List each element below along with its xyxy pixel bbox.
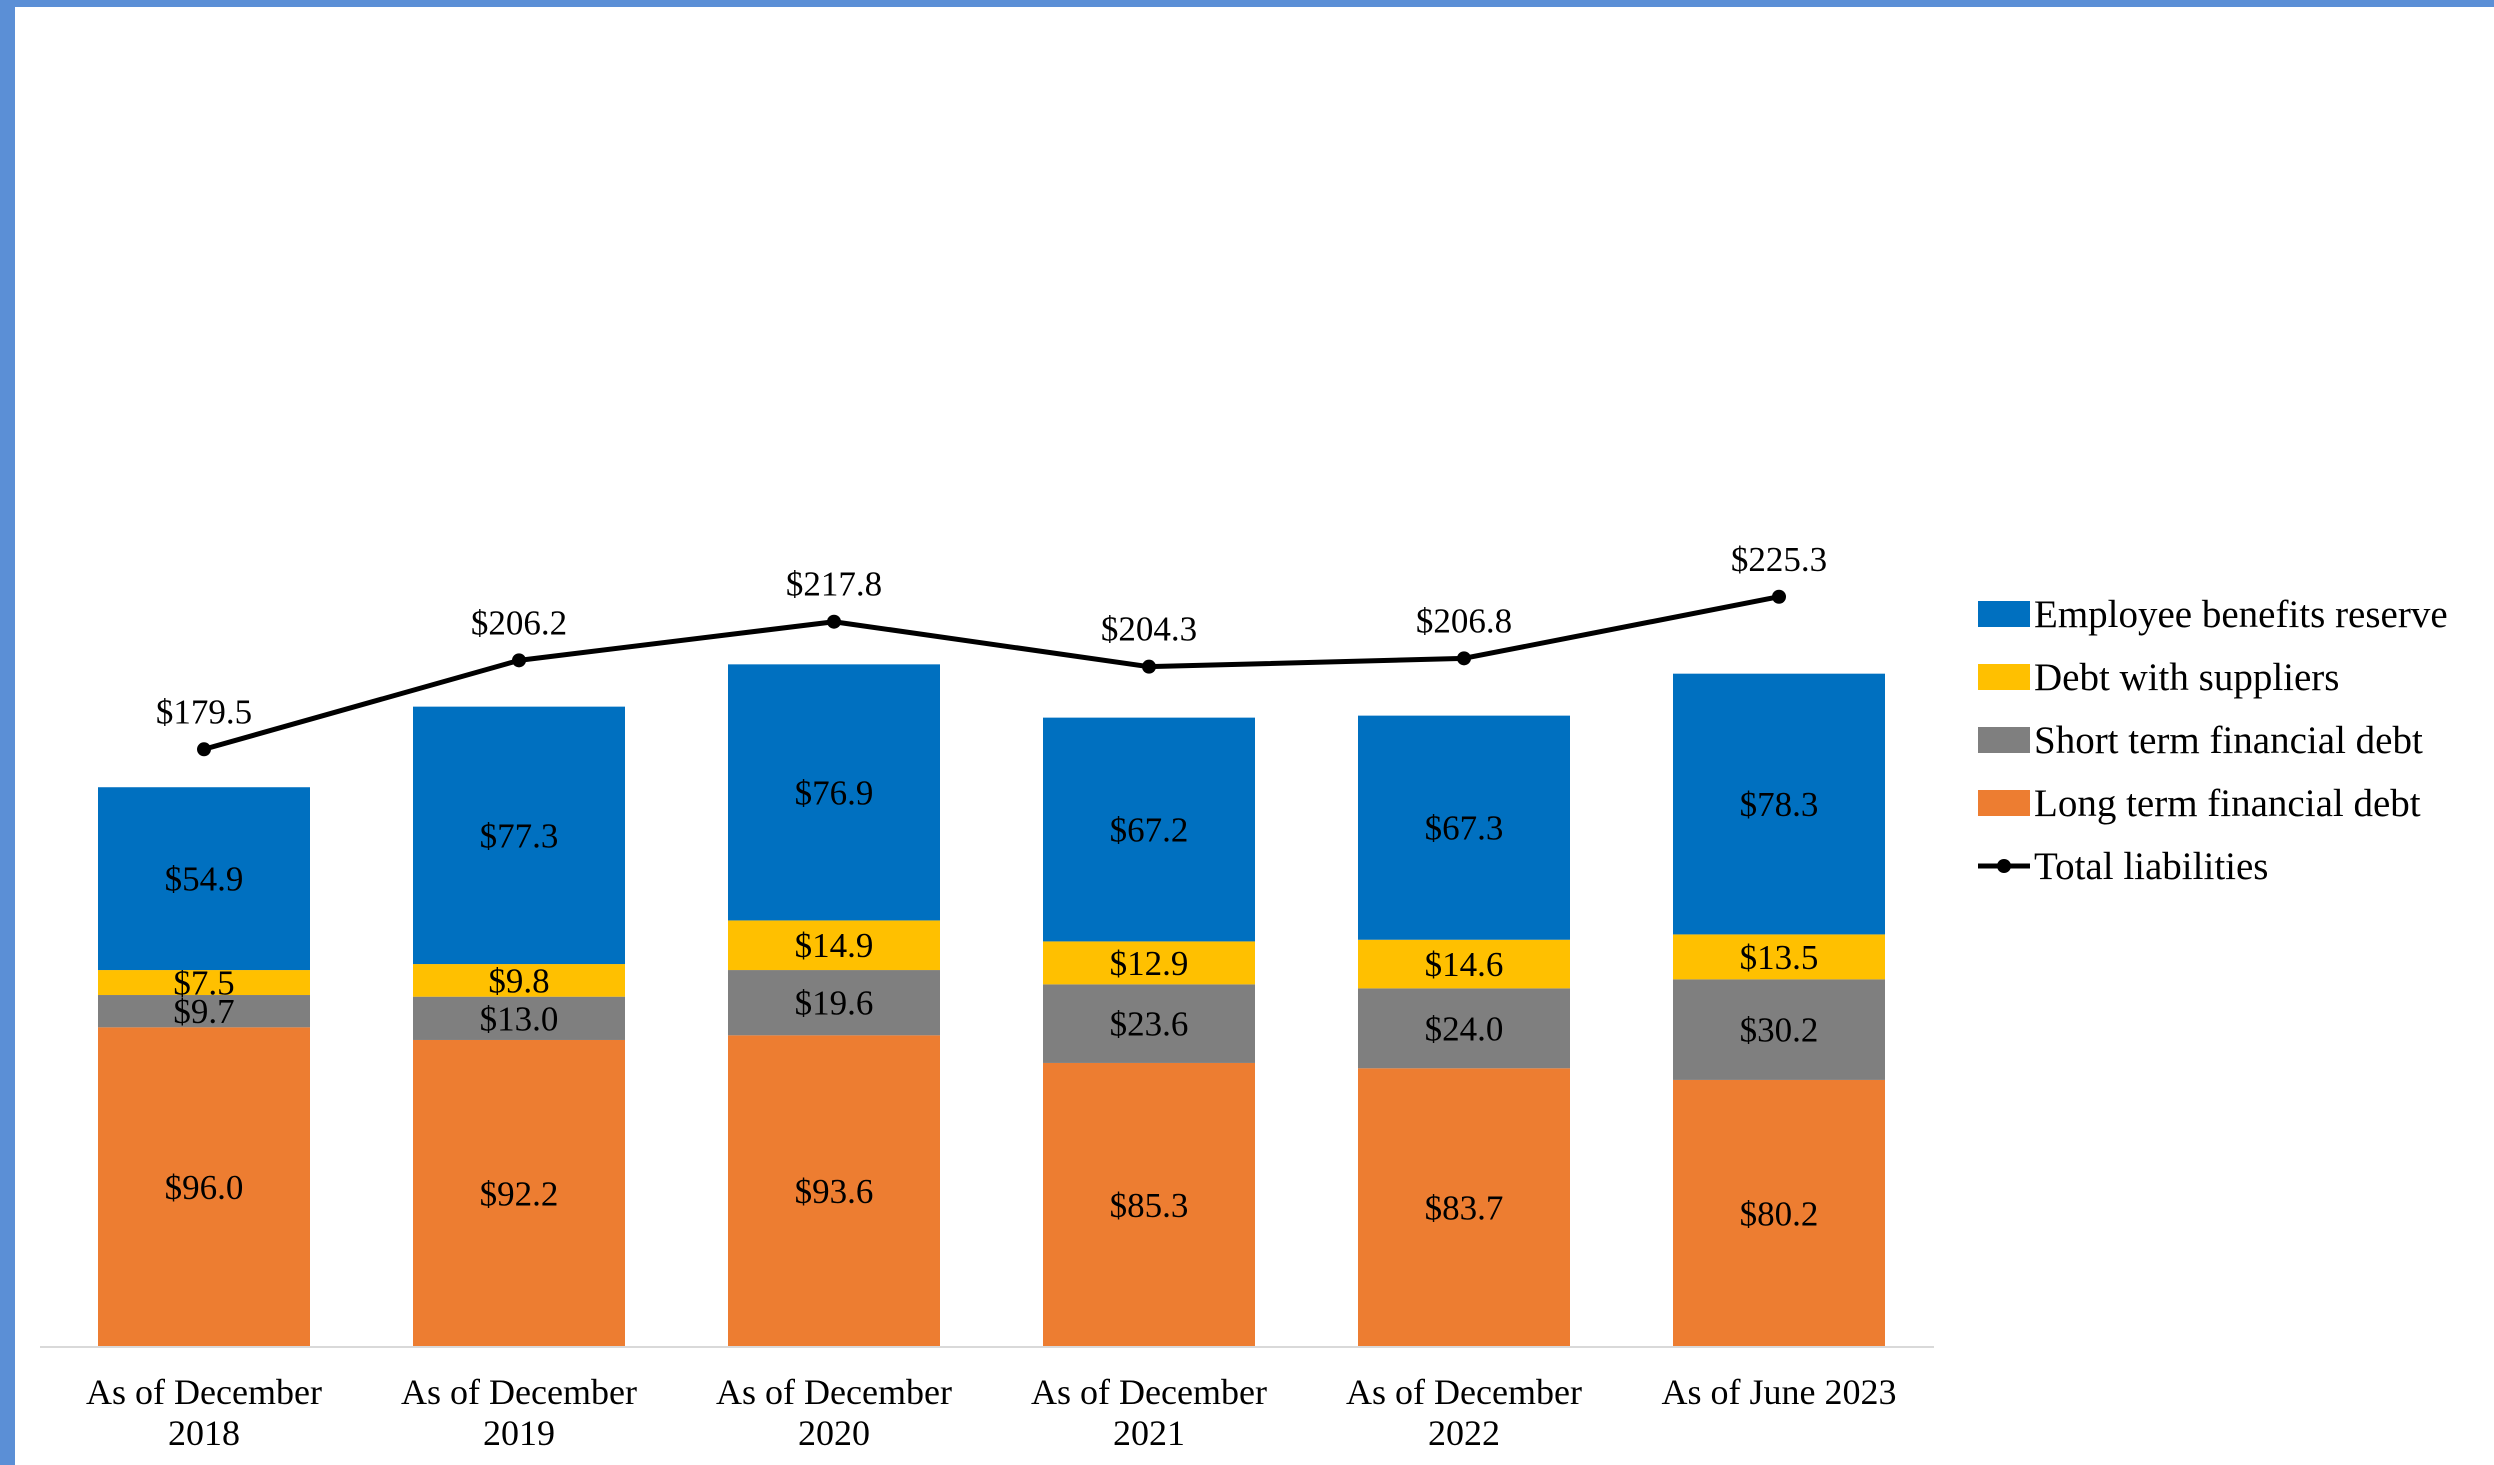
bar-debt-with-suppliers-1 bbox=[413, 964, 625, 997]
bar-employee-benefits-reserve-2 bbox=[728, 664, 940, 921]
data-label: $54.9 bbox=[165, 860, 244, 899]
data-label: $13.0 bbox=[480, 999, 559, 1038]
data-label: $23.6 bbox=[1110, 1005, 1189, 1044]
total-liabilities-point bbox=[1142, 659, 1156, 674]
data-label: $78.3 bbox=[1740, 785, 1819, 824]
bars-layer: $96.0$9.7$7.5$54.9$92.2$13.0$9.8$77.3$93… bbox=[98, 664, 1885, 1347]
data-label: $12.9 bbox=[1110, 944, 1189, 983]
total-liabilities-point bbox=[1772, 589, 1786, 604]
total-label: $206.8 bbox=[1416, 601, 1512, 640]
x-tick-label: 2022 bbox=[1428, 1413, 1500, 1453]
x-tick-label: 2018 bbox=[168, 1413, 240, 1453]
total-label: $206.2 bbox=[471, 603, 567, 642]
bar-short-term-financial-debt-0 bbox=[98, 995, 310, 1028]
x-tick-label: As of December bbox=[86, 1372, 322, 1412]
bar-debt-with-suppliers-4 bbox=[1358, 939, 1570, 989]
bar-long-term-financial-debt-5 bbox=[1673, 1079, 1885, 1347]
bar-short-term-financial-debt-4 bbox=[1358, 988, 1570, 1069]
data-label: $9.7 bbox=[173, 992, 234, 1031]
data-label: $83.7 bbox=[1425, 1189, 1504, 1228]
total-label: $217.8 bbox=[786, 565, 882, 604]
data-label: $30.2 bbox=[1740, 1011, 1819, 1050]
total-liabilities-point bbox=[1457, 651, 1471, 666]
legend-short-term-financial-debt-swatch bbox=[1978, 727, 2030, 753]
x-tick-label: As of December bbox=[401, 1372, 637, 1412]
data-label: $85.3 bbox=[1110, 1186, 1189, 1225]
x-tick-label: As of December bbox=[1031, 1372, 1267, 1412]
bar-short-term-financial-debt-3 bbox=[1043, 984, 1255, 1063]
legend-debt-with-suppliers-label: Debt with suppliers bbox=[2034, 656, 2339, 699]
total-label: $204.3 bbox=[1101, 610, 1197, 649]
bar-debt-with-suppliers-5 bbox=[1673, 934, 1885, 980]
data-label: $24.0 bbox=[1425, 1009, 1504, 1048]
data-label: $96.0 bbox=[165, 1168, 244, 1207]
bar-employee-benefits-reserve-1 bbox=[413, 706, 625, 965]
bar-employee-benefits-reserve-3 bbox=[1043, 717, 1255, 942]
legend-employee-benefits-reserve-label: Employee benefits reserve bbox=[2034, 593, 2448, 636]
data-label: $9.8 bbox=[488, 961, 549, 1000]
total-liabilities-line bbox=[203, 594, 1780, 752]
x-tick-label: 2019 bbox=[483, 1413, 555, 1453]
data-label: $19.6 bbox=[795, 984, 874, 1023]
bar-employee-benefits-reserve-5 bbox=[1673, 673, 1885, 935]
bar-short-term-financial-debt-1 bbox=[413, 996, 625, 1040]
bar-employee-benefits-reserve-0 bbox=[98, 787, 310, 971]
bar-short-term-financial-debt-2 bbox=[728, 970, 940, 1036]
data-label: $80.2 bbox=[1740, 1194, 1819, 1233]
data-label: $93.6 bbox=[795, 1172, 874, 1211]
bar-debt-with-suppliers-0 bbox=[98, 970, 310, 996]
total-line-layer: $179.5 $206.2 $217.8 $204.3 $206.8 $225.3 bbox=[156, 540, 1827, 757]
legend-short-term-financial-debt-label: Short term financial debt bbox=[2034, 719, 2423, 762]
bar-short-term-financial-debt-5 bbox=[1673, 979, 1885, 1080]
legend-total-liabilities-marker bbox=[1997, 859, 2011, 873]
legend-long-term-financial-debt-label: Long term financial debt bbox=[2034, 782, 2421, 825]
data-label: $67.3 bbox=[1425, 809, 1504, 848]
total-liabilities-point bbox=[197, 742, 211, 757]
x-tick-label: As of December bbox=[716, 1372, 952, 1412]
data-label: $76.9 bbox=[795, 773, 874, 812]
legend-debt-with-suppliers-swatch bbox=[1978, 664, 2030, 690]
data-label: $67.2 bbox=[1110, 811, 1189, 850]
x-tick-label: As of June 2023 bbox=[1662, 1372, 1897, 1412]
total-liabilities-point bbox=[512, 653, 526, 668]
x-tick-label: 2020 bbox=[798, 1413, 870, 1453]
legend-total-liabilities-label: Total liabilities bbox=[2034, 845, 2268, 888]
legend-long-term-financial-debt-swatch bbox=[1978, 790, 2030, 816]
bar-long-term-financial-debt-1 bbox=[413, 1039, 625, 1347]
bar-long-term-financial-debt-3 bbox=[1043, 1062, 1255, 1347]
legend: Employee benefits reserve Debt with suppl… bbox=[1978, 593, 2448, 888]
data-label: $14.6 bbox=[1425, 945, 1504, 984]
total-label: $225.3 bbox=[1731, 540, 1827, 579]
total-label: $179.5 bbox=[156, 692, 252, 731]
data-label: $14.9 bbox=[795, 926, 874, 965]
total-liabilities-point bbox=[827, 614, 841, 629]
data-label: $92.2 bbox=[480, 1174, 559, 1213]
bar-debt-with-suppliers-3 bbox=[1043, 941, 1255, 985]
x-tick-label: As of December bbox=[1346, 1372, 1582, 1412]
bar-long-term-financial-debt-0 bbox=[98, 1027, 310, 1347]
bar-debt-with-suppliers-2 bbox=[728, 920, 940, 971]
bar-long-term-financial-debt-4 bbox=[1358, 1068, 1570, 1347]
data-label: $13.5 bbox=[1740, 938, 1819, 977]
legend-employee-benefits-reserve-swatch bbox=[1978, 601, 2030, 627]
bar-long-term-financial-debt-2 bbox=[728, 1035, 940, 1347]
bar-employee-benefits-reserve-4 bbox=[1358, 715, 1570, 940]
x-tick-label: 2021 bbox=[1113, 1413, 1185, 1453]
data-label: $77.3 bbox=[480, 816, 559, 855]
